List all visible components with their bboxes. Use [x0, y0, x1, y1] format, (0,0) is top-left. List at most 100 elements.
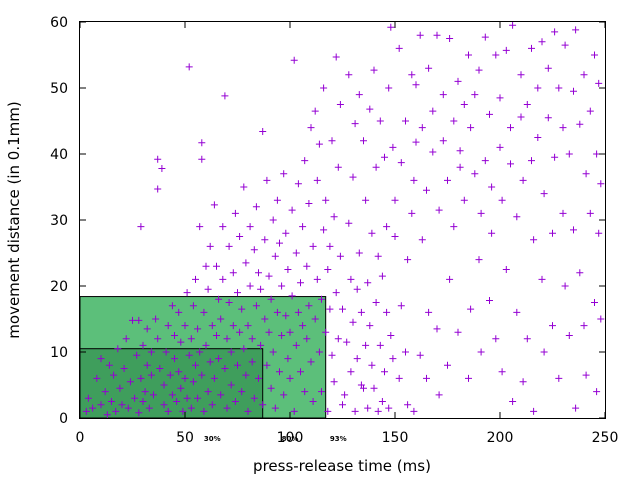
data-point [175, 308, 183, 316]
data-point [509, 398, 517, 405]
threshold-regions [79, 296, 327, 419]
data-point [595, 79, 603, 87]
data-point [152, 315, 160, 323]
data-point [404, 401, 412, 409]
data-point [471, 91, 479, 99]
data-point [225, 242, 233, 250]
data-point [286, 328, 294, 336]
y-tick-label: 10 [50, 345, 68, 361]
data-point [301, 157, 309, 165]
x-tick-label: 150 [382, 430, 409, 446]
data-point [330, 213, 338, 221]
data-point [326, 242, 334, 250]
data-point [171, 355, 178, 363]
data-point [538, 275, 546, 283]
data-point [213, 262, 220, 270]
data-point [402, 117, 409, 125]
data-point [126, 378, 134, 386]
data-point [498, 196, 506, 204]
data-point [360, 384, 367, 392]
data-point [273, 196, 281, 204]
data-point [597, 315, 605, 323]
data-point [318, 295, 325, 303]
data-point [231, 398, 239, 405]
data-point [267, 384, 275, 392]
data-point [320, 226, 328, 234]
data-point [242, 371, 250, 379]
data-point [366, 105, 374, 113]
data-point [246, 223, 254, 231]
data-point [196, 223, 204, 231]
data-point [240, 345, 248, 353]
data-point [154, 155, 162, 163]
data-point [416, 31, 424, 39]
data-point [418, 236, 426, 244]
data-point [208, 401, 216, 409]
data-point [460, 101, 468, 108]
data-point [330, 378, 338, 386]
data-point [385, 404, 393, 412]
data-point [395, 44, 403, 52]
data-point [221, 92, 229, 100]
data-point [131, 394, 139, 402]
data-point [280, 391, 288, 399]
data-point [145, 404, 153, 412]
data-point [517, 113, 525, 121]
data-point [391, 233, 399, 240]
data-point [229, 269, 237, 277]
data-point [544, 64, 552, 72]
data-point [311, 315, 319, 323]
data-point [164, 407, 172, 415]
data-point [156, 365, 164, 372]
data-point [271, 404, 279, 412]
data-point [336, 101, 344, 108]
data-point [383, 223, 391, 231]
data-point [311, 107, 319, 115]
data-point [439, 137, 447, 145]
data-point [143, 325, 151, 333]
percentile-label: 93% [330, 435, 347, 443]
data-point [301, 388, 309, 396]
data-point [225, 299, 233, 306]
data-point [381, 153, 388, 161]
data-point [341, 391, 349, 399]
data-point [162, 348, 170, 356]
data-point [477, 209, 485, 217]
data-point [528, 44, 535, 52]
data-point [139, 341, 147, 349]
data-point [492, 335, 500, 343]
x-tick-label: 200 [487, 430, 514, 446]
data-point [282, 229, 290, 237]
data-point [255, 374, 262, 382]
data-point [351, 407, 359, 415]
data-point [435, 206, 443, 214]
data-point [433, 325, 441, 333]
data-point [297, 279, 304, 287]
data-point [168, 302, 176, 310]
data-point [147, 371, 155, 379]
data-point [120, 365, 128, 372]
data-point [423, 374, 430, 382]
data-point [364, 404, 372, 412]
data-point [198, 155, 206, 163]
data-point [194, 394, 202, 402]
data-point [378, 398, 386, 405]
data-point [114, 345, 122, 353]
data-point [282, 312, 290, 320]
data-point [368, 229, 376, 237]
data-point [429, 107, 437, 115]
data-point [213, 332, 220, 339]
data-point [160, 401, 168, 409]
data-point [322, 196, 330, 204]
data-point [385, 84, 393, 92]
data-point [273, 308, 281, 316]
data-point [336, 252, 344, 260]
data-point [320, 84, 328, 92]
data-point [523, 101, 531, 108]
data-point [255, 269, 262, 277]
data-point [360, 137, 367, 145]
data-point [391, 196, 399, 204]
data-point [263, 176, 271, 184]
data-point [303, 335, 311, 343]
data-point [278, 332, 286, 339]
